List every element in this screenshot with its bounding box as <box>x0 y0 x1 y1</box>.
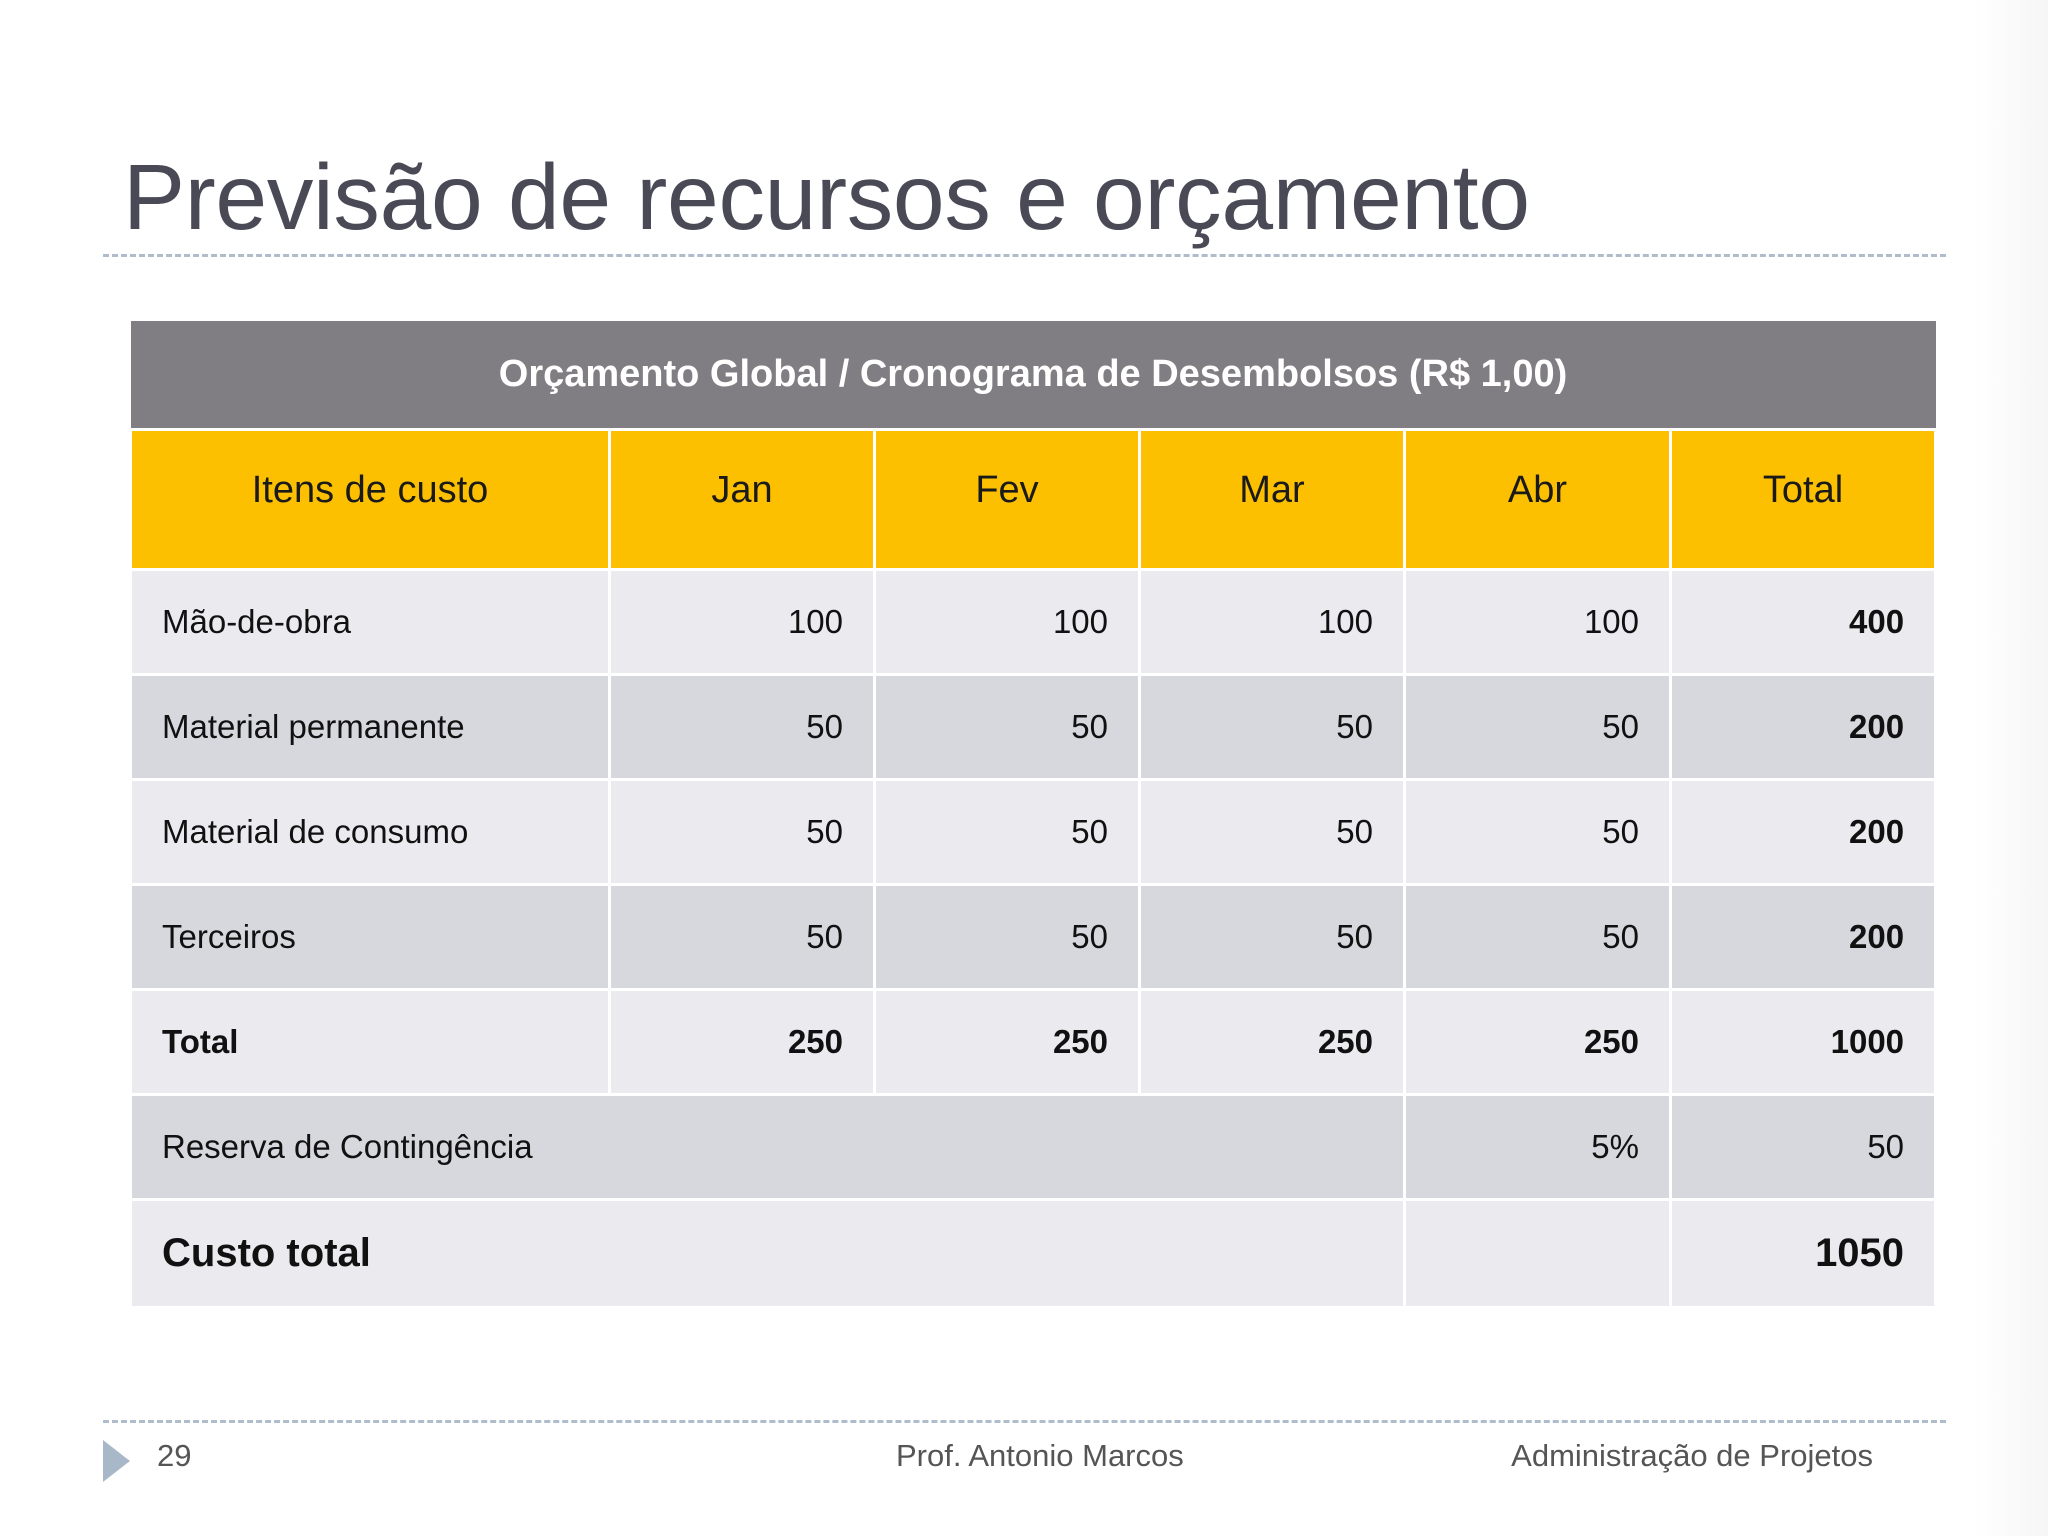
contingency-value: 50 <box>1668 1092 1938 1201</box>
slide-title: Previsão de recursos e orçamento <box>123 145 1530 249</box>
table-row: Material permanente 50 50 50 50 200 <box>129 672 1938 781</box>
contingency-label: Reserva de Contingência <box>129 1092 1406 1201</box>
cell-jan: 50 <box>608 882 876 991</box>
cell-mar: 50 <box>1138 672 1406 781</box>
row-item-label: Material de consumo <box>129 777 611 886</box>
grand-total-value: 1050 <box>1668 1197 1938 1309</box>
table-row: Material de consumo 50 50 50 50 200 <box>129 777 1938 886</box>
column-header-jan: Jan <box>608 427 876 571</box>
page-number: 29 <box>157 1438 192 1473</box>
cell-row-total: 200 <box>1668 777 1938 886</box>
triangle-right-icon <box>103 1440 130 1482</box>
contingency-percent: 5% <box>1403 1092 1672 1201</box>
cell-jan: 50 <box>608 672 876 781</box>
cell-fev: 50 <box>873 777 1141 886</box>
budget-table: Orçamento Global / Cronograma de Desembo… <box>129 321 1938 1309</box>
table-row: Terceiros 50 50 50 50 200 <box>129 882 1938 991</box>
grand-total-row: Custo total 1050 <box>129 1197 1938 1309</box>
cell-abr: 100 <box>1403 567 1672 676</box>
cell-row-total: 200 <box>1668 882 1938 991</box>
cell-abr: 50 <box>1403 672 1672 781</box>
footer-divider <box>103 1420 1946 1423</box>
totals-row: Total 250 250 250 250 1000 <box>129 987 1938 1096</box>
cell-fev: 50 <box>873 672 1141 781</box>
table-header-row: Itens de custo Jan Fev Mar Abr Total <box>129 427 1938 571</box>
cell-mar: 100 <box>1138 567 1406 676</box>
cell-abr: 50 <box>1403 777 1672 886</box>
slide-edge-shade <box>1972 0 2048 1536</box>
column-header-fev: Fev <box>873 427 1141 571</box>
table-row: Mão-de-obra 100 100 100 100 400 <box>129 567 1938 676</box>
totals-label: Total <box>129 987 611 1096</box>
column-header-mar: Mar <box>1138 427 1406 571</box>
grand-total-label: Custo total <box>129 1197 1406 1309</box>
cell-row-total: 400 <box>1668 567 1938 676</box>
total-jan: 250 <box>608 987 876 1096</box>
grand-total-empty-cell <box>1403 1197 1672 1309</box>
total-fev: 250 <box>873 987 1141 1096</box>
cell-mar: 50 <box>1138 882 1406 991</box>
column-header-total: Total <box>1668 427 1938 571</box>
cell-jan: 100 <box>608 567 876 676</box>
title-divider <box>103 254 1946 257</box>
total-mar: 250 <box>1138 987 1406 1096</box>
row-item-label: Terceiros <box>129 882 611 991</box>
table-caption-row: Orçamento Global / Cronograma de Desembo… <box>130 321 1936 431</box>
table-caption: Orçamento Global / Cronograma de Desembo… <box>130 321 1936 431</box>
total-abr: 250 <box>1403 987 1672 1096</box>
footer-author: Prof. Antonio Marcos <box>896 1438 1184 1473</box>
cell-mar: 50 <box>1138 777 1406 886</box>
cell-row-total: 200 <box>1668 672 1938 781</box>
cell-fev: 100 <box>873 567 1141 676</box>
contingency-row: Reserva de Contingência 5% 50 <box>129 1092 1938 1201</box>
cell-fev: 50 <box>873 882 1141 991</box>
row-item-label: Mão-de-obra <box>129 567 611 676</box>
total-overall: 1000 <box>1668 987 1938 1096</box>
cell-abr: 50 <box>1403 882 1672 991</box>
footer-course: Administração de Projetos <box>1511 1438 1873 1473</box>
cell-jan: 50 <box>608 777 876 886</box>
row-item-label: Material permanente <box>129 672 611 781</box>
column-header-item: Itens de custo <box>129 427 611 571</box>
column-header-abr: Abr <box>1403 427 1672 571</box>
